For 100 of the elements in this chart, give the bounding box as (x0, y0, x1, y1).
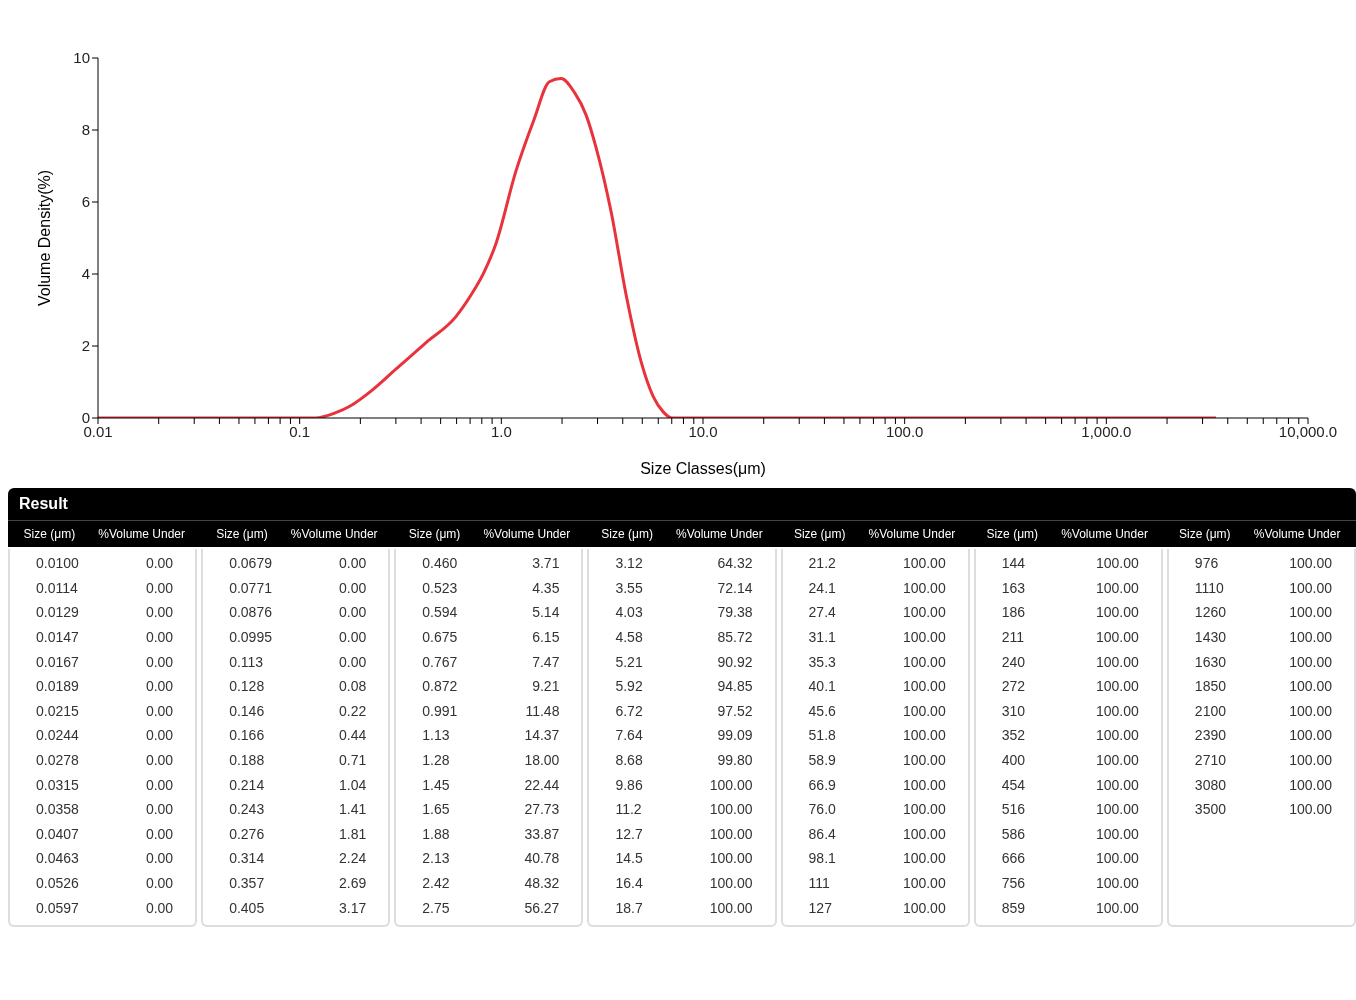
text: 0.00 (339, 555, 367, 572)
category-label: 0.314 (229, 850, 265, 867)
text: 0.00 (339, 629, 367, 646)
text: Size (μm) (986, 527, 1039, 541)
text: 99.80 (717, 752, 753, 769)
category-label: 756 (1001, 875, 1026, 892)
text: 100.00 (902, 825, 946, 842)
category-label: 11.2 (615, 801, 642, 818)
category-label: 3.12 (615, 555, 643, 572)
text: %Volume Under (1253, 527, 1341, 541)
text: 100.00 (1096, 875, 1139, 892)
category-label: 0.0147 (36, 629, 79, 646)
category-label: 40.1 (808, 678, 836, 695)
category-label: 0.0189 (36, 678, 79, 695)
category-label: 0.243 (229, 801, 265, 818)
text: 9.21 (532, 678, 560, 695)
category-label: 4.03 (615, 604, 643, 621)
text: 100.00 (1289, 776, 1332, 793)
category-label: 0.0114 (36, 579, 78, 596)
text: 0.00 (145, 875, 174, 892)
text: 99.09 (717, 727, 753, 744)
text: 0.00 (145, 653, 174, 670)
x-tick-label: 0.1 (289, 422, 311, 440)
text: Size (μm) (408, 527, 461, 541)
text: Result (8, 488, 1356, 521)
category-label: 2390 (1194, 727, 1226, 744)
text: 100.00 (902, 555, 946, 572)
text: 0.22 (339, 702, 367, 719)
text: 0.00 (145, 678, 174, 695)
text: 100.00 (902, 702, 946, 719)
category-label: 0.276 (229, 825, 265, 842)
text: 100.00 (1289, 579, 1332, 596)
text: 18.00 (524, 752, 560, 769)
x-tick-label: 10,000.0 (1278, 422, 1338, 440)
category-label: 5.21 (615, 653, 643, 670)
text: 0.08 (339, 678, 367, 695)
text: 0.00 (145, 727, 174, 744)
category-label: 0.0278 (36, 752, 79, 769)
y-axis-title: Volume Density(%) (35, 169, 53, 307)
category-label: 0.0167 (36, 653, 79, 670)
text: 2.24 (339, 850, 367, 867)
text: 100.00 (902, 776, 946, 793)
category-label: 0.523 (422, 579, 458, 596)
text: 100.00 (1289, 727, 1332, 744)
y-tick-label: 8 (81, 121, 90, 139)
text: 100.00 (1289, 801, 1332, 818)
text: 14.37 (524, 727, 560, 744)
text: 100.00 (709, 801, 753, 818)
category-label: 1430 (1194, 629, 1226, 646)
text: 100.00 (1096, 579, 1139, 596)
category-label: 0.0526 (36, 875, 79, 892)
text: 100.00 (902, 653, 946, 670)
y-tick-label: 10 (73, 49, 90, 67)
text: 0.00 (145, 579, 174, 596)
category-label: 186 (1001, 604, 1026, 621)
text: 100.00 (902, 752, 946, 769)
text: 100.00 (1289, 555, 1332, 572)
category-label: 111 (808, 875, 830, 892)
text: 0.00 (339, 653, 367, 670)
text: 1.41 (339, 801, 367, 818)
category-label: 3080 (1194, 776, 1226, 793)
text: 56.27 (524, 899, 560, 916)
category-label: 3500 (1194, 801, 1226, 818)
category-label: 24.1 (808, 579, 836, 596)
category-label: 66.9 (808, 776, 836, 793)
text: 7.47 (532, 653, 560, 670)
text: 100.00 (709, 899, 753, 916)
category-label: 0.146 (229, 702, 265, 719)
text: Size (μm) (23, 527, 76, 541)
category-label: 516 (1001, 801, 1026, 818)
text: 0.00 (145, 629, 174, 646)
text: %Volume Under (290, 527, 378, 541)
text: %Volume Under (676, 527, 763, 541)
category-label: 27.4 (808, 604, 836, 621)
text: 100.00 (902, 850, 946, 867)
text: 100.00 (1096, 899, 1139, 916)
category-label: 51.8 (808, 727, 836, 744)
text: 100.00 (902, 678, 946, 695)
text: 0.00 (145, 801, 174, 818)
text: 85.72 (717, 629, 753, 646)
category-label: 35.3 (808, 653, 836, 670)
text: 94.85 (717, 678, 753, 695)
text: Size (μm) (601, 527, 653, 541)
text: 100.00 (1096, 776, 1139, 793)
category-label: 9.86 (615, 776, 643, 793)
text: 100.00 (1096, 727, 1139, 744)
category-label: 0.594 (422, 604, 458, 621)
text: 100.00 (902, 727, 946, 744)
category-label: 1.28 (422, 752, 450, 769)
text: 100.00 (1096, 801, 1139, 818)
text: 48.32 (524, 875, 560, 892)
text: 27.73 (524, 801, 560, 818)
category-label: 272 (1001, 678, 1026, 695)
category-label: 310 (1001, 702, 1026, 719)
category-label: 2100 (1194, 702, 1226, 719)
text: 0.00 (145, 604, 174, 621)
category-label: 2710 (1194, 752, 1226, 769)
text: 100.00 (902, 875, 946, 892)
text: 0.00 (145, 825, 174, 842)
category-label: 0.405 (229, 899, 265, 916)
